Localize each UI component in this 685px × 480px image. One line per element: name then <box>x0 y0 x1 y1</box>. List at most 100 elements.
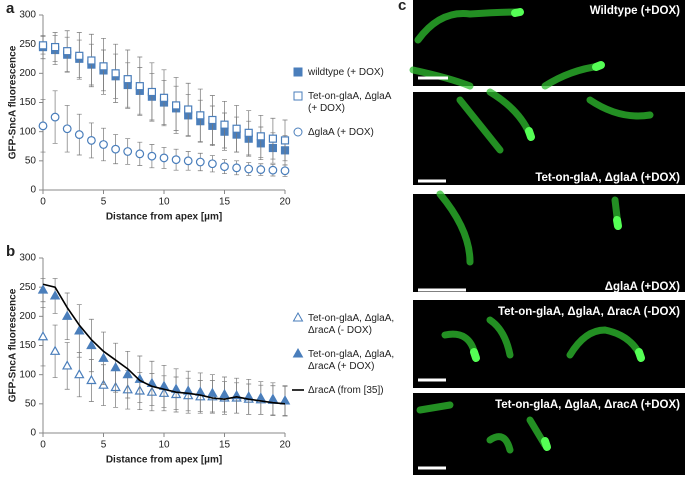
legend-swatch <box>293 67 303 77</box>
micrograph: Wildtype (+DOX) <box>409 0 685 90</box>
marker <box>280 136 290 145</box>
marker <box>183 156 193 166</box>
marker <box>207 159 217 169</box>
marker <box>208 115 217 125</box>
y-tick-label: 100 <box>19 369 36 380</box>
y-tick-label: 0 <box>30 185 36 196</box>
y-tick-label: 300 <box>19 253 36 264</box>
marker <box>256 132 265 141</box>
marker <box>220 120 229 129</box>
x-tick-label: 5 <box>101 440 107 451</box>
marker <box>256 165 266 174</box>
legend-label: ΔglaA (+ DOX) <box>308 127 374 138</box>
y-tick-label: 50 <box>25 398 37 409</box>
y-axis-title: GFP-SncA fluorescence <box>8 288 19 402</box>
x-axis-title: Distance from apex [µm] <box>106 455 222 466</box>
marker <box>87 56 96 65</box>
image-label: Tet-on-glaA, ΔglaA (+DOX) <box>535 172 680 184</box>
marker <box>86 374 97 385</box>
y-tick-label: 250 <box>19 39 36 50</box>
marker <box>267 393 279 403</box>
legend-label: Tet-on-glaA, ΔglaA, ΔracA (- DOX) <box>308 313 394 336</box>
marker <box>61 310 73 320</box>
y-tick-label: 50 <box>25 155 37 166</box>
x-tick-label: 0 <box>40 440 46 451</box>
marker <box>110 361 121 372</box>
marker <box>99 62 108 71</box>
panel-label: c <box>398 0 406 14</box>
y-axis-title: GFP-SncA fluorescence <box>8 45 19 159</box>
marker <box>244 164 254 174</box>
marker <box>63 47 72 56</box>
micrograph: Tet-on-glaA, ΔglaA, ΔracA (+DOX) <box>413 393 685 475</box>
marker <box>232 163 242 173</box>
marker <box>171 155 181 165</box>
marker <box>268 134 277 143</box>
marker <box>99 140 108 149</box>
image-label: Tet-on-glaA, ΔglaA, ΔracA (+DOX) <box>495 399 680 411</box>
y-tick-label: 0 <box>30 428 36 439</box>
marker <box>196 111 205 120</box>
legend-swatch <box>292 347 304 358</box>
x-tick-label: 20 <box>279 197 291 208</box>
x-tick-label: 10 <box>158 440 170 451</box>
micrograph: ΔglaA (+DOX) <box>413 190 685 293</box>
y-tick-label: 300 <box>19 10 36 21</box>
image-label: ΔglaA (+DOX) <box>605 281 680 293</box>
marker <box>135 82 144 91</box>
y-tick-label: 250 <box>19 282 36 293</box>
marker <box>135 149 145 159</box>
marker <box>219 388 230 399</box>
marker <box>38 121 48 131</box>
marker <box>207 387 218 397</box>
y-tick-label: 200 <box>19 311 36 322</box>
marker <box>62 124 72 134</box>
marker <box>123 75 132 84</box>
marker <box>49 345 61 355</box>
marker <box>159 153 169 163</box>
marker <box>86 136 96 145</box>
x-tick-label: 0 <box>40 197 46 208</box>
marker <box>74 368 85 379</box>
marker <box>147 87 156 97</box>
legend-swatch <box>292 311 304 322</box>
marker <box>74 130 84 139</box>
image-label: Wildtype (+DOX) <box>590 5 680 17</box>
y-tick-label: 150 <box>19 97 36 108</box>
image-label: Tet-on-glaA, ΔglaA, ΔracA (-DOX) <box>498 306 680 318</box>
marker <box>147 151 157 161</box>
micrograph: Tet-on-glaA, ΔglaA, ΔracA (-DOX) <box>413 300 685 388</box>
marker <box>195 157 205 167</box>
panel-label: b <box>6 243 15 260</box>
marker <box>86 339 97 350</box>
marker <box>244 128 253 137</box>
panel-label: a <box>6 0 15 17</box>
legend-label: Tet-on-glaA, ΔglaA, ΔracA (+ DOX) <box>308 349 394 372</box>
marker <box>37 331 49 341</box>
marker <box>74 325 85 335</box>
marker <box>122 368 133 379</box>
y-tick-label: 200 <box>19 68 36 79</box>
marker <box>49 290 61 300</box>
micrograph: Tet-on-glaA, ΔglaA (+DOX) <box>413 88 685 185</box>
marker <box>111 144 120 154</box>
x-tick-label: 10 <box>158 197 170 208</box>
legend-swatch <box>293 91 303 101</box>
marker <box>184 105 193 114</box>
x-axis-title: Distance from apex [µm] <box>106 212 222 223</box>
marker <box>123 147 133 156</box>
x-tick-label: 5 <box>101 197 107 208</box>
legend-swatch <box>293 127 303 137</box>
marker <box>280 166 290 176</box>
marker <box>50 42 60 52</box>
marker <box>50 112 60 122</box>
legend-label: wildtype (+ DOX) <box>307 67 384 78</box>
marker <box>268 165 278 175</box>
marker <box>61 360 73 370</box>
marker <box>37 284 49 294</box>
y-tick-label: 100 <box>19 126 36 137</box>
marker <box>279 395 291 405</box>
marker <box>98 352 109 362</box>
marker <box>232 124 241 133</box>
